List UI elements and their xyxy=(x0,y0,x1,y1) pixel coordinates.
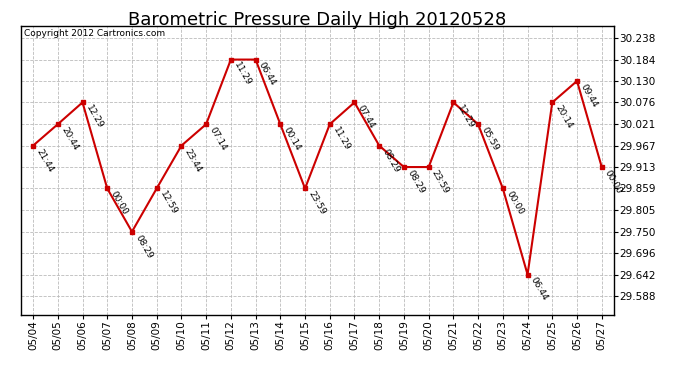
Text: Copyright 2012 Cartronics.com: Copyright 2012 Cartronics.com xyxy=(23,29,165,38)
Text: 08:29: 08:29 xyxy=(133,233,154,260)
Text: 20:44: 20:44 xyxy=(59,126,80,152)
Text: 07:44: 07:44 xyxy=(356,104,377,130)
Text: 05:59: 05:59 xyxy=(480,126,500,153)
Text: 23:44: 23:44 xyxy=(183,147,204,174)
Text: 12:29: 12:29 xyxy=(455,104,475,130)
Text: 11:29: 11:29 xyxy=(331,126,352,152)
Text: Barometric Pressure Daily High 20120528: Barometric Pressure Daily High 20120528 xyxy=(128,11,506,29)
Text: 11:29: 11:29 xyxy=(233,61,253,88)
Text: 21:44: 21:44 xyxy=(34,147,55,174)
Text: 06:44: 06:44 xyxy=(257,61,277,88)
Text: 06:44: 06:44 xyxy=(529,276,549,303)
Text: 00:00: 00:00 xyxy=(504,190,525,217)
Text: 07:14: 07:14 xyxy=(208,126,228,152)
Text: 00:00: 00:00 xyxy=(603,168,624,195)
Text: 12:59: 12:59 xyxy=(158,190,179,217)
Text: 20:14: 20:14 xyxy=(553,104,574,130)
Text: 00:14: 00:14 xyxy=(282,126,302,152)
Text: 23:59: 23:59 xyxy=(430,168,451,195)
Text: 12:29: 12:29 xyxy=(84,104,104,130)
Text: 00:00: 00:00 xyxy=(108,190,129,217)
Text: 08:29: 08:29 xyxy=(405,168,426,195)
Text: 23:59: 23:59 xyxy=(306,190,327,217)
Text: 09:44: 09:44 xyxy=(578,82,599,109)
Text: 08:29: 08:29 xyxy=(381,147,402,174)
